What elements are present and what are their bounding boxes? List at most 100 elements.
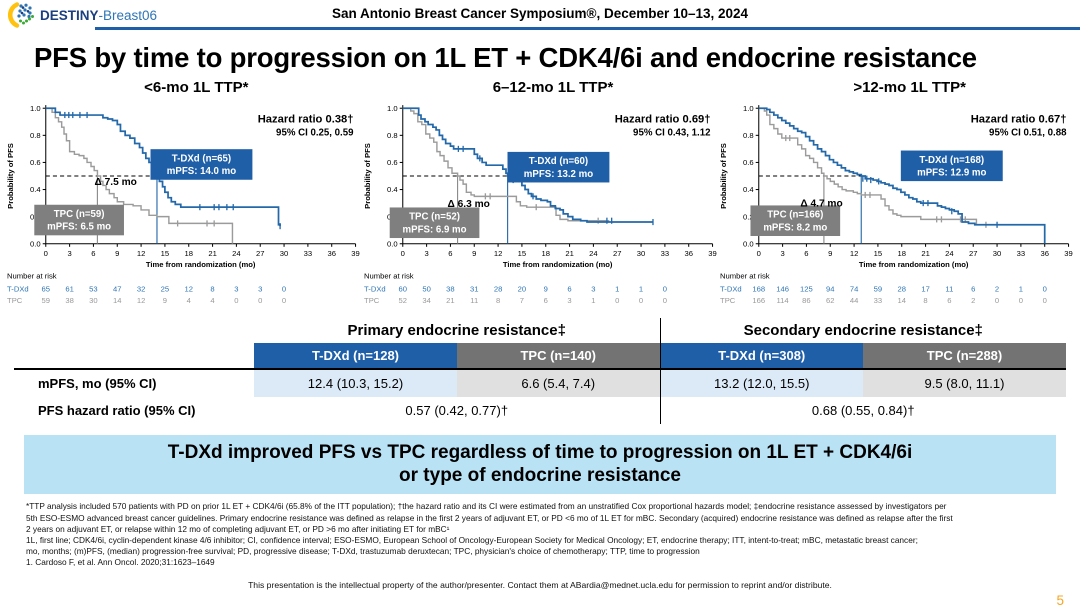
svg-text:0.8: 0.8	[743, 131, 754, 140]
svg-text:1.0: 1.0	[743, 104, 754, 113]
endocrine-resistance-table: Primary endocrine resistance‡ Secondary …	[13, 318, 1066, 425]
svg-text:0.0: 0.0	[387, 239, 398, 248]
svg-text:T-DXd: T-DXd	[7, 285, 29, 294]
svg-text:4: 4	[210, 296, 215, 305]
svg-text:15: 15	[874, 249, 882, 258]
svg-text:28: 28	[494, 285, 502, 294]
svg-text:0: 0	[282, 296, 286, 305]
svg-text:3: 3	[258, 285, 262, 294]
svg-text:30: 30	[993, 249, 1001, 258]
svg-text:T-DXd (n=65): T-DXd (n=65)	[172, 153, 231, 164]
svg-text:T-DXd (n=60): T-DXd (n=60)	[528, 156, 587, 167]
footnote-line: 1. Cardoso F, et al. Ann Oncol. 2020;31:…	[26, 556, 215, 567]
svg-text:62: 62	[826, 296, 834, 305]
svg-text:T-DXd: T-DXd	[364, 285, 386, 294]
svg-text:27: 27	[613, 249, 621, 258]
table-corner-cell	[13, 343, 254, 371]
conclusion-line-1: T-DXd improved PFS vs TPC regardless of …	[167, 442, 913, 464]
svg-text:1: 1	[591, 296, 595, 305]
svg-text:0: 0	[44, 249, 48, 258]
svg-text:0: 0	[1019, 296, 1023, 305]
svg-text:9: 9	[543, 285, 547, 294]
svg-text:33: 33	[1017, 249, 1025, 258]
symposium-title: San Antonio Breast Cancer Symposium®, De…	[331, 6, 749, 21]
km-chart-gt12mo: 0.00.20.40.60.81.00 3 6 9 12 15 18 21 24 27 30 33 36…	[720, 104, 1074, 305]
svg-text:0: 0	[995, 296, 999, 305]
svg-text:24: 24	[589, 249, 598, 258]
svg-text:Number at risk: Number at risk	[7, 271, 57, 280]
km-panel-6to12mo: 6–12-mo 1L TTP* 0.00.20.40.60.81.0036912…	[362, 76, 719, 318]
svg-text:0: 0	[662, 285, 666, 294]
svg-text:33: 33	[660, 249, 668, 258]
page-number: 5	[1056, 593, 1064, 608]
svg-text:0.4: 0.4	[743, 185, 754, 194]
svg-text:Hazard ratio 0.38†: Hazard ratio 0.38†	[258, 113, 354, 125]
col-header-tpc-secondary: TPC (n=288)	[863, 343, 1066, 371]
group-header-primary: Primary endocrine resistance‡	[253, 318, 660, 344]
svg-text:Number at risk: Number at risk	[364, 271, 414, 280]
svg-text:166: 166	[753, 296, 766, 305]
svg-text:mPFS: 14.0 mo: mPFS: 14.0 mo	[167, 166, 236, 177]
svg-text:0.2: 0.2	[743, 212, 754, 221]
svg-text:18: 18	[898, 249, 906, 258]
svg-text:4: 4	[187, 296, 192, 305]
svg-text:TPC: TPC	[364, 296, 380, 305]
svg-text:mPFS: 6.5 mo: mPFS: 6.5 mo	[47, 222, 111, 233]
svg-text:Number at risk: Number at risk	[720, 271, 770, 280]
svg-text:12: 12	[850, 249, 858, 258]
svg-text:25: 25	[161, 285, 169, 294]
svg-text:9: 9	[163, 296, 167, 305]
svg-text:3: 3	[234, 285, 238, 294]
svg-text:53: 53	[89, 285, 97, 294]
svg-text:60: 60	[398, 285, 406, 294]
svg-text:Time from randomization (mo): Time from randomization (mo)	[146, 260, 256, 269]
svg-text:74: 74	[850, 285, 859, 294]
svg-text:mPFS: 13.2 mo: mPFS: 13.2 mo	[523, 169, 592, 180]
conclusion-line-2: or type of endocrine resistance	[399, 465, 681, 487]
svg-text:1: 1	[1019, 285, 1023, 294]
svg-text:6: 6	[948, 296, 952, 305]
svg-text:59: 59	[42, 296, 50, 305]
svg-text:TPC: TPC	[7, 296, 23, 305]
svg-text:0: 0	[662, 296, 666, 305]
svg-text:17: 17	[922, 285, 930, 294]
svg-text:44: 44	[850, 296, 859, 305]
km-charts-row: <6-mo 1L TTP* 0.00.20.40.60.81.003691215…	[0, 74, 1080, 318]
km-chart-lt6mo: 0.00.20.40.60.81.00369121518212427303336…	[6, 104, 360, 305]
svg-text:28: 28	[898, 285, 906, 294]
svg-text:8: 8	[496, 296, 500, 305]
svg-text:Hazard ratio 0.69†: Hazard ratio 0.69†	[614, 113, 710, 125]
svg-text:TPC (n=52): TPC (n=52)	[409, 212, 460, 223]
footnote-line: mo, months; (m)PFS, (median) progression…	[26, 545, 700, 556]
footnote-line: 5th ESO-ESMO advanced breast cancer guid…	[26, 512, 953, 523]
svg-text:6: 6	[448, 249, 452, 258]
svg-text:8: 8	[210, 285, 214, 294]
group-header-secondary: Secondary endocrine resistance‡	[659, 318, 1066, 344]
logo-text: DESTINY-Breast06	[40, 7, 158, 23]
svg-text:47: 47	[113, 285, 121, 294]
svg-text:0: 0	[757, 249, 761, 258]
svg-text:95% CI 0.25, 0.59: 95% CI 0.25, 0.59	[276, 128, 354, 139]
footer-disclaimer: This presentation is the intellectual pr…	[248, 579, 832, 590]
svg-text:11: 11	[946, 285, 954, 294]
svg-text:Probability of PFS: Probability of PFS	[6, 143, 15, 209]
svg-text:0: 0	[639, 296, 643, 305]
conclusion-banner: T-DXd improved PFS vs TPC regardless of …	[24, 435, 1056, 495]
svg-text:6: 6	[971, 285, 975, 294]
cell-mpfs-tdxd-secondary: 13.2 (12.0, 15.5)	[659, 369, 863, 398]
svg-text:38: 38	[446, 285, 454, 294]
svg-text:Hazard ratio 0.67†: Hazard ratio 0.67†	[971, 113, 1067, 125]
svg-text:9: 9	[472, 249, 476, 258]
svg-text:18: 18	[185, 249, 193, 258]
svg-text:32: 32	[137, 285, 145, 294]
svg-text:0.4: 0.4	[387, 185, 398, 194]
svg-text:39: 39	[1065, 249, 1073, 258]
svg-text:30: 30	[89, 296, 97, 305]
svg-text:2: 2	[971, 296, 975, 305]
svg-text:0.8: 0.8	[30, 131, 41, 140]
svg-text:3: 3	[567, 296, 571, 305]
svg-text:33: 33	[874, 296, 882, 305]
svg-text:mPFS: 12.9 mo: mPFS: 12.9 mo	[917, 168, 986, 179]
svg-text:86: 86	[803, 296, 811, 305]
svg-text:mPFS: 8.2 mo: mPFS: 8.2 mo	[764, 222, 828, 233]
